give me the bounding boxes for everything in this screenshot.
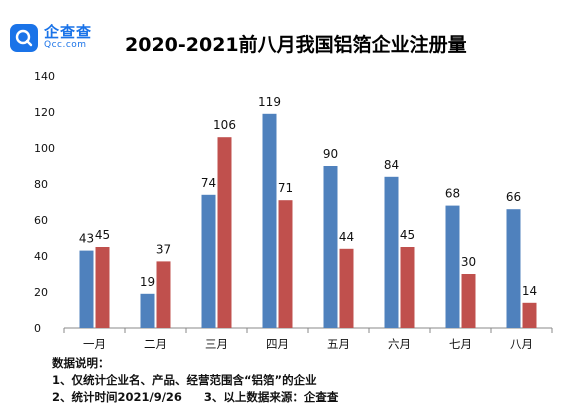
notes-line-3: 3、以上数据来源：企查查: [203, 390, 339, 404]
brand-domain: Qcc.com: [44, 40, 87, 51]
notes-line-1: 1、仅统计企业名、产品、经营范围含“铝箔”的企业: [52, 373, 317, 387]
bar: [522, 302, 537, 328]
x-tick-label: 四月: [266, 337, 289, 351]
brand-name: 企查查: [44, 23, 93, 42]
bar: [445, 205, 460, 328]
y-tick-label: 20: [34, 286, 48, 299]
bar: [461, 274, 476, 328]
bar: [339, 248, 354, 328]
data-label: 66: [506, 190, 521, 204]
bar: [79, 250, 94, 328]
data-label: 74: [201, 176, 216, 190]
y-tick-label: 100: [34, 142, 55, 155]
bar: [323, 166, 338, 328]
data-label: 68: [445, 187, 460, 201]
x-tick-label: 八月: [510, 337, 533, 351]
y-tick-label: 0: [34, 322, 41, 335]
data-label: 45: [400, 228, 415, 242]
data-label: 45: [95, 228, 110, 242]
data-label: 90: [323, 147, 338, 161]
bar: [95, 247, 110, 328]
bar: [262, 113, 277, 328]
x-tick-label: 五月: [327, 337, 350, 351]
data-label: 71: [278, 181, 293, 195]
data-label: 84: [384, 158, 399, 172]
bar: [278, 200, 293, 328]
data-label: 44: [339, 230, 354, 244]
qcc-logo-icon: [10, 24, 38, 52]
bar: [506, 209, 521, 328]
y-tick-label: 140: [34, 70, 55, 83]
data-label: 19: [140, 275, 155, 289]
x-tick-label: 六月: [388, 337, 411, 351]
data-label: 106: [213, 118, 236, 132]
x-tick-label: 三月: [205, 337, 228, 351]
y-tick-label: 120: [34, 106, 55, 119]
notes-heading: 数据说明：: [52, 356, 110, 370]
y-tick-label: 80: [34, 178, 48, 191]
data-label: 14: [522, 284, 537, 298]
data-notes: 数据说明： 1、仅统计企业名、产品、经营范围含“铝箔”的企业 2、统计时间202…: [52, 355, 338, 406]
x-tick-label: 二月: [144, 337, 167, 351]
data-label: 43: [79, 232, 94, 246]
brand-logo: 企查查 Qcc.com: [10, 24, 92, 52]
data-label: 30: [461, 255, 476, 269]
data-label: 119: [258, 95, 281, 109]
x-tick-label: 七月: [449, 337, 472, 351]
notes-line-2-3: 2、统计时间2021/9/26 3、以上数据来源：企查查: [52, 389, 338, 406]
bar: [156, 261, 171, 328]
x-tick-label: 一月: [83, 337, 106, 351]
bar: [140, 293, 155, 328]
bar: [384, 176, 399, 328]
notes-line-2: 2、统计时间2021/9/26: [52, 390, 182, 404]
chart-title: 2020-2021前八月我国铝箔企业注册量: [125, 34, 467, 56]
bar: [217, 137, 232, 328]
y-tick-label: 40: [34, 250, 48, 263]
bar: [201, 194, 216, 328]
y-tick-label: 60: [34, 214, 48, 227]
bar: [400, 247, 415, 328]
data-label: 37: [156, 242, 171, 256]
